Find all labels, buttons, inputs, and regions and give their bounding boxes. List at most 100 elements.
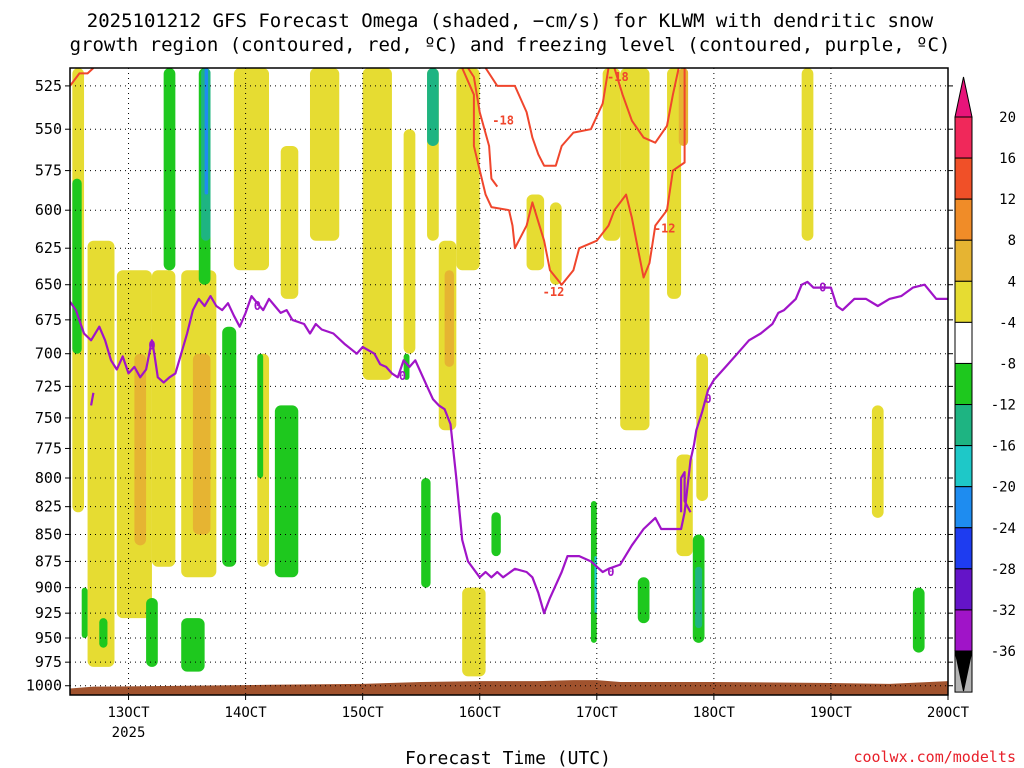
colorbar-swatch-6 — [954, 362, 973, 406]
dgz-minus18-contour-1 — [467, 68, 499, 188]
x-tick-label-2: 15OCT — [342, 705, 385, 721]
y-tick-label-925: 925 — [35, 604, 62, 622]
colorbar-label-11: -28 — [991, 562, 1016, 578]
omega-cell-25 — [696, 353, 709, 501]
omega-cell-41 — [427, 68, 439, 146]
dgz-minus18-contour-3 — [613, 68, 680, 144]
omega-cell-40 — [403, 353, 410, 380]
colorbar-label-6: -8 — [999, 356, 1016, 372]
y-tick-label-775: 775 — [35, 439, 62, 457]
colorbar-swatch-3 — [954, 239, 973, 282]
omega-cell-6 — [192, 353, 211, 535]
x-tick-label-6: 19OCT — [810, 705, 853, 721]
chart-title: 2025101212 GFS Forecast Omega (shaded, −… — [70, 10, 951, 56]
dgz-minus18-contour-0 — [70, 68, 95, 87]
contour-label-0: -18 — [492, 114, 514, 128]
y-tick-label-725: 725 — [35, 377, 62, 395]
contour-label-4: 0 — [148, 339, 155, 353]
y-tick-label-550: 550 — [35, 120, 62, 138]
x-tick-label-3: 16OCT — [459, 705, 502, 721]
y-tick-label-575: 575 — [35, 162, 62, 180]
y-tick-label-850: 850 — [35, 525, 62, 543]
plot-frame — [69, 67, 949, 696]
contour-lines — [70, 68, 948, 615]
omega-cell-3 — [134, 353, 147, 546]
omega-cell-42 — [421, 478, 431, 588]
plot-area: -18 -18 -12 -12 0 0 0 0 0 0 — [70, 68, 949, 695]
contour-label-8: 0 — [704, 392, 711, 406]
omega-cell-46 — [637, 577, 650, 624]
contour-label-7: 0 — [607, 565, 614, 579]
y-tick-label-975: 975 — [35, 653, 62, 671]
omega-cell-7 — [233, 68, 270, 271]
y-tick-label-675: 675 — [35, 311, 62, 329]
omega-shading — [72, 68, 925, 677]
colorbar-swatch-8 — [954, 445, 973, 488]
y-tick-label-900: 900 — [35, 579, 62, 597]
y-tick-label-750: 750 — [35, 409, 62, 427]
omega-cell-30 — [99, 618, 108, 648]
omega-cell-11 — [362, 68, 392, 380]
colorbar-swatch-7 — [954, 404, 973, 447]
y-tick-label-625: 625 — [35, 239, 62, 257]
omega-cell-4 — [151, 270, 176, 567]
x-tick-sublabel-0: 2025 — [112, 725, 146, 741]
credit-text: coolwx.com/modelts — [853, 748, 1016, 766]
omega-cell-32 — [163, 68, 176, 271]
y-tick-label-1000: 1000 — [26, 677, 62, 695]
colorbar-label-0: 20 — [999, 110, 1016, 126]
omega-cell-33 — [181, 618, 205, 672]
omega-cell-12 — [403, 129, 416, 354]
contour-label-2: -12 — [543, 285, 565, 299]
omega-cell-20 — [602, 68, 621, 241]
omega-cell-15 — [444, 270, 454, 367]
omega-cell-1 — [87, 240, 115, 667]
colorbar-swatch-4 — [954, 280, 973, 323]
colorbar-label-5: -4 — [999, 315, 1016, 331]
x-axis-label: Forecast Time (UTC) — [405, 748, 611, 768]
omega-cell-17 — [462, 587, 486, 677]
dgz-minus12-contour-0 — [461, 68, 686, 286]
freezing-level-contour-1 — [90, 392, 95, 406]
colorbar-label-8: -16 — [991, 439, 1016, 455]
omega-cell-10 — [309, 68, 340, 241]
contour-label-3: -12 — [654, 222, 676, 236]
omega-cell-31 — [146, 597, 158, 667]
colorbar-label-12: -32 — [991, 603, 1016, 619]
y-tick-label-525: 525 — [35, 77, 62, 95]
x-tick-label-4: 17OCT — [576, 705, 619, 721]
colorbar-bottom-arrow — [954, 650, 973, 692]
colorbar-label-10: -24 — [991, 521, 1016, 537]
omega-cell-22 — [667, 68, 682, 299]
omega-cell-36 — [204, 68, 209, 195]
x-tick-label-7: 20OCT — [927, 705, 970, 721]
omega-cell-28 — [72, 178, 82, 354]
x-tick-label-1: 14OCT — [225, 705, 268, 721]
omega-cell-23 — [678, 68, 689, 146]
y-tick-label-825: 825 — [35, 498, 62, 516]
freezing-level-contour-0 — [70, 280, 948, 615]
contour-label-9: 0 — [819, 281, 826, 295]
colorbar-label-9: -20 — [991, 480, 1016, 496]
y-tick-label-800: 800 — [35, 469, 62, 487]
omega-cell-43 — [491, 512, 501, 557]
y-tick-label-700: 700 — [35, 345, 62, 363]
colorbar-swatch-5 — [954, 321, 973, 364]
omega-cell-48 — [695, 566, 703, 629]
dgz-minus18-contour-2 — [484, 68, 610, 167]
colorbar-label-4: 4 — [1008, 274, 1016, 290]
y-tick-label-600: 600 — [35, 201, 62, 219]
y-tick-label-950: 950 — [35, 629, 62, 647]
colorbar-swatch-12 — [954, 609, 973, 652]
omega-cell-45 — [594, 556, 597, 614]
title-line-2: growth region (contoured, red, ºC) and f… — [70, 34, 951, 56]
omega-cell-16 — [456, 68, 480, 271]
colorbar-swatch-11 — [954, 568, 973, 611]
colorbar-top-arrow — [954, 76, 973, 118]
omega-cell-26 — [801, 68, 814, 241]
omega-cell-18 — [526, 194, 545, 271]
colorbar-label-13: -36 — [991, 644, 1016, 660]
x-tick-label-5: 18OCT — [693, 705, 736, 721]
